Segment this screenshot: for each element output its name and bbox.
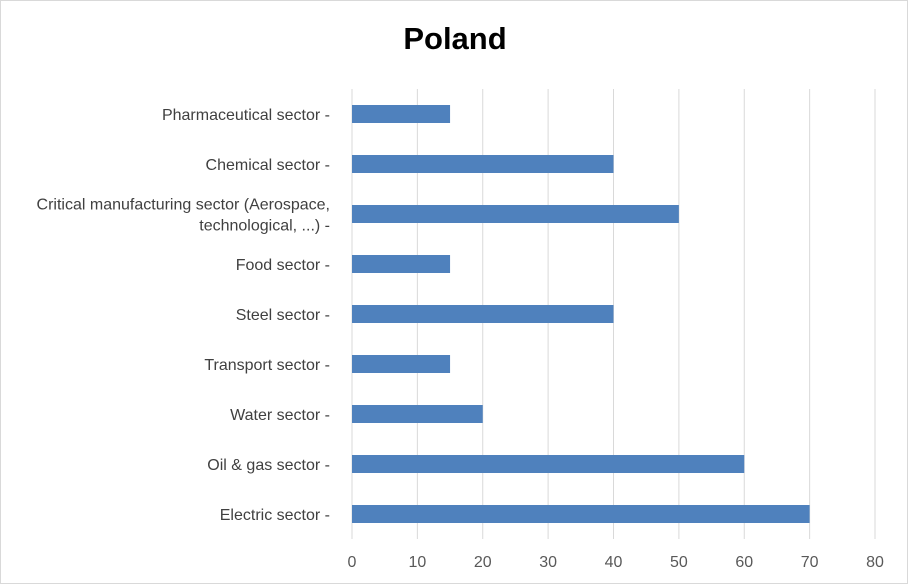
category-label: Oil & gas sector - — [207, 457, 330, 474]
chart-title: Poland — [403, 21, 507, 56]
category-label: Water sector - — [230, 407, 330, 424]
category-label: Critical manufacturing sector (Aerospace… — [37, 197, 330, 214]
category-label: Electric sector - — [220, 507, 330, 524]
bar — [352, 255, 451, 273]
x-tick-label: 0 — [348, 554, 357, 571]
x-tick-label: 10 — [408, 554, 426, 571]
category-label: Pharmaceutical sector - — [162, 107, 330, 124]
category-label: Chemical sector - — [206, 157, 330, 174]
bar — [352, 155, 614, 173]
category-label: Transport sector - — [204, 357, 330, 374]
bar — [352, 105, 451, 123]
bar — [352, 305, 614, 323]
x-tick-label: 70 — [801, 554, 819, 571]
category-label: Steel sector - — [236, 307, 330, 324]
x-tick-label: 80 — [866, 554, 884, 571]
bar — [352, 205, 679, 223]
bar — [352, 455, 745, 473]
category-label: Food sector - — [236, 257, 330, 274]
bar — [352, 405, 483, 423]
x-tick-label: 40 — [605, 554, 623, 571]
bar — [352, 505, 810, 523]
category-label: technological, ...) - — [199, 218, 330, 235]
x-tick-label: 20 — [474, 554, 492, 571]
x-tick-label: 50 — [670, 554, 688, 571]
x-tick-label: 60 — [735, 554, 753, 571]
bar — [352, 355, 451, 373]
x-tick-label: 30 — [539, 554, 557, 571]
